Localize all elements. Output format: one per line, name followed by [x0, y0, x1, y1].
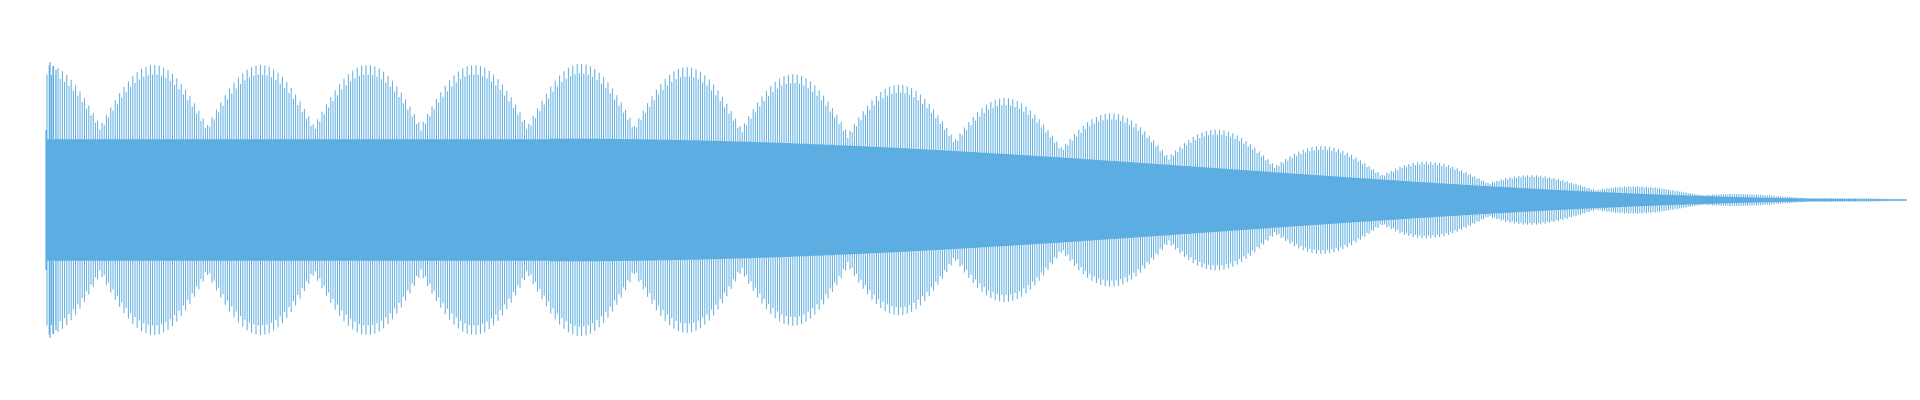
- waveform-core: [47, 138, 1907, 262]
- waveform-attack: [45, 62, 57, 338]
- waveform-strokes: [46, 63, 1907, 337]
